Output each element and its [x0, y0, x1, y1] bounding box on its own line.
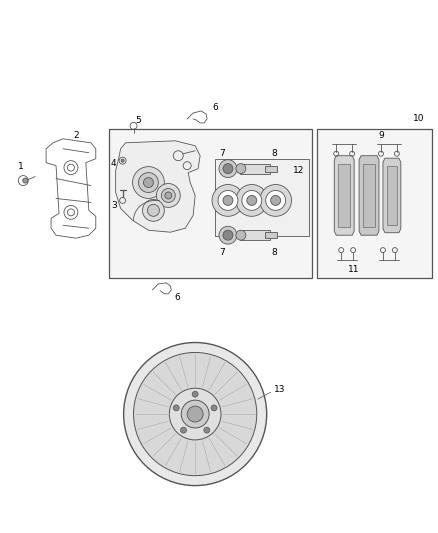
- Text: 13: 13: [274, 385, 286, 394]
- Text: 12: 12: [293, 166, 304, 175]
- Circle shape: [161, 189, 175, 203]
- Polygon shape: [359, 156, 379, 235]
- Circle shape: [260, 184, 292, 216]
- Circle shape: [148, 204, 159, 216]
- Bar: [265, 166, 277, 172]
- Circle shape: [192, 391, 198, 397]
- Bar: [240, 230, 270, 240]
- Text: 10: 10: [413, 115, 424, 124]
- Circle shape: [181, 400, 209, 428]
- Circle shape: [223, 164, 233, 174]
- Bar: [318, 129, 431, 278]
- Text: 11: 11: [348, 265, 360, 274]
- Circle shape: [236, 164, 246, 174]
- Text: 3: 3: [111, 201, 117, 210]
- Bar: [265, 232, 277, 238]
- Text: 8: 8: [272, 248, 278, 256]
- Circle shape: [211, 405, 217, 411]
- Text: 6: 6: [174, 293, 180, 302]
- Circle shape: [121, 159, 124, 162]
- Circle shape: [236, 230, 246, 240]
- Circle shape: [173, 405, 179, 411]
- Circle shape: [187, 406, 203, 422]
- Text: 7: 7: [219, 248, 225, 256]
- Circle shape: [219, 226, 237, 244]
- Circle shape: [271, 196, 281, 205]
- Text: 9: 9: [378, 131, 384, 140]
- Circle shape: [156, 183, 180, 207]
- Bar: [215, 159, 309, 236]
- Text: 2: 2: [73, 131, 79, 140]
- Bar: [240, 164, 270, 174]
- Circle shape: [142, 199, 164, 221]
- Circle shape: [144, 177, 153, 188]
- Polygon shape: [338, 164, 350, 227]
- Text: 5: 5: [136, 116, 141, 125]
- Circle shape: [247, 196, 257, 205]
- Circle shape: [223, 196, 233, 205]
- Bar: [109, 129, 312, 278]
- Polygon shape: [387, 166, 397, 225]
- Circle shape: [236, 184, 268, 216]
- Polygon shape: [383, 158, 401, 233]
- Text: 7: 7: [219, 149, 225, 158]
- Text: 4: 4: [111, 159, 117, 168]
- Circle shape: [204, 427, 210, 433]
- Circle shape: [218, 190, 238, 211]
- Polygon shape: [116, 141, 200, 232]
- Circle shape: [138, 173, 159, 192]
- Text: 6: 6: [212, 102, 218, 111]
- Polygon shape: [363, 164, 375, 227]
- Circle shape: [170, 388, 221, 440]
- Circle shape: [212, 184, 244, 216]
- Polygon shape: [334, 156, 354, 235]
- Circle shape: [133, 167, 164, 198]
- Circle shape: [134, 352, 257, 475]
- Text: 1: 1: [18, 162, 24, 171]
- Circle shape: [165, 192, 172, 199]
- Circle shape: [266, 190, 286, 211]
- Circle shape: [242, 190, 262, 211]
- Circle shape: [124, 343, 267, 486]
- Text: 8: 8: [272, 149, 278, 158]
- Circle shape: [23, 178, 28, 183]
- Circle shape: [219, 160, 237, 177]
- Circle shape: [223, 230, 233, 240]
- Circle shape: [180, 427, 187, 433]
